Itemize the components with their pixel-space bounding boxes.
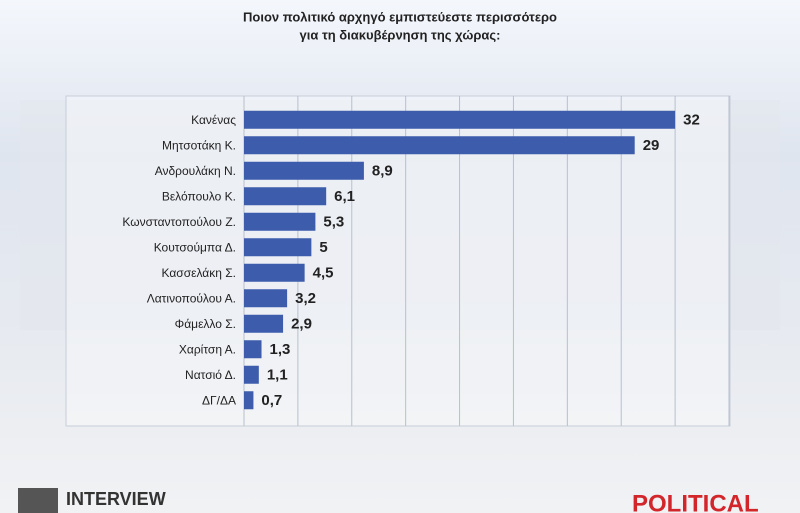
- value-label: 5,3: [323, 214, 344, 231]
- category-label: Μητσοτάκη Κ.: [162, 138, 236, 152]
- category-label: Κασσελάκη Σ.: [162, 266, 236, 280]
- category-label: Λατινοπούλου Α.: [147, 291, 236, 305]
- bar: [244, 289, 288, 308]
- category-label: Κανένας: [191, 113, 236, 127]
- category-label: Φάμελλο Σ.: [175, 317, 236, 331]
- value-label: 1,1: [267, 367, 288, 384]
- value-label: 2,9: [291, 316, 312, 333]
- chart-subtitle: για τη διακυβέρνηση της χώρας:: [300, 27, 501, 42]
- category-label: Κωνσταντοπούλου Ζ.: [122, 215, 236, 229]
- logo-left: INTERVIEW: [66, 489, 166, 509]
- category-label: Χαρίτση Α.: [179, 342, 236, 356]
- logo-icon: [18, 488, 58, 513]
- bar: [244, 365, 259, 384]
- bar: [244, 212, 316, 231]
- value-label: 6,1: [334, 188, 355, 205]
- value-label: 29: [643, 137, 660, 154]
- bar: [244, 314, 284, 333]
- bar: [244, 263, 305, 282]
- category-label: ΔΓ/ΔΑ: [202, 393, 236, 407]
- bar: [244, 391, 254, 410]
- bar: [244, 161, 364, 180]
- chart-title: Ποιον πολιτικό αρχηγό εμπιστεύεστε περισ…: [243, 9, 557, 24]
- value-label: 3,2: [295, 290, 316, 307]
- bar: [244, 136, 635, 155]
- category-label: Κουτσούμπα Δ.: [154, 240, 236, 254]
- category-label: Βελόπουλο Κ.: [162, 189, 236, 203]
- value-label: 1,3: [270, 341, 291, 358]
- value-label: 4,5: [313, 265, 334, 282]
- value-label: 0,7: [261, 392, 282, 409]
- value-label: 8,9: [372, 163, 393, 180]
- category-label: Ανδρουλάκη Ν.: [155, 164, 236, 178]
- bar: [244, 110, 676, 129]
- value-label: 32: [683, 112, 700, 129]
- category-label: Νατσιό Δ.: [185, 368, 236, 382]
- bar: [244, 187, 327, 206]
- value-label: 5: [319, 239, 327, 256]
- bar: [244, 340, 262, 359]
- bar: [244, 238, 312, 257]
- logo-right: POLITICAL: [632, 490, 759, 513]
